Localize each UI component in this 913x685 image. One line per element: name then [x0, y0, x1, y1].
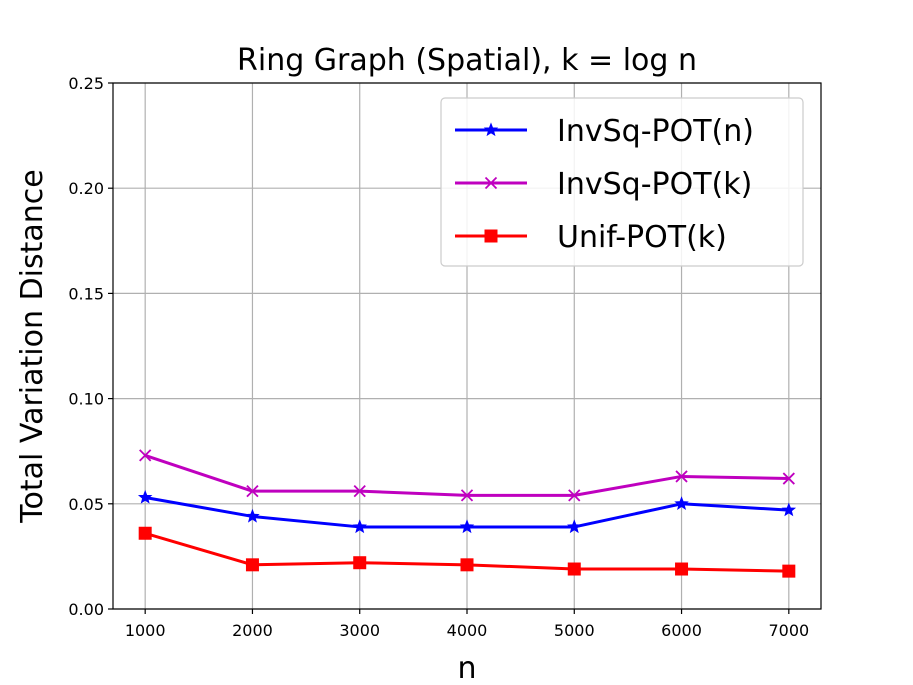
y-tick-label: 0.05	[68, 495, 104, 514]
y-axis-label: Total Variation Distance	[15, 169, 50, 523]
x-tick-label: 2000	[232, 621, 273, 640]
legend-label: InvSq-POT(n)	[557, 114, 754, 149]
x-tick-label: 3000	[339, 621, 380, 640]
legend-marker	[483, 122, 499, 137]
y-tick-label: 0.20	[68, 179, 104, 198]
x-tick-label: 5000	[554, 621, 595, 640]
data-point-marker	[781, 502, 797, 517]
data-point-marker	[245, 508, 260, 523]
legend-label: Unif-POT(k)	[557, 220, 727, 255]
data-point-marker	[138, 526, 152, 540]
data-point-marker	[568, 489, 581, 502]
data-point-marker	[246, 485, 259, 498]
x-tick-label: 7000	[768, 621, 809, 640]
legend-marker	[484, 176, 498, 190]
legend-entry: InvSq-POT(n)	[455, 114, 754, 149]
y-tick-label: 0.25	[68, 74, 104, 93]
legend-entry: InvSq-POT(k)	[455, 167, 752, 202]
series-InvSq-POT(n)	[137, 489, 797, 534]
y-tick-label: 0.15	[68, 284, 104, 303]
x-tick-label: 6000	[661, 621, 702, 640]
x-tick-label: 4000	[447, 621, 488, 640]
axes	[108, 82, 822, 614]
data-point-marker	[675, 562, 689, 576]
legend-marker	[484, 229, 498, 243]
data-point-marker	[460, 489, 474, 502]
data-point-marker	[782, 472, 795, 485]
data-point-marker	[782, 564, 796, 578]
data-point-marker	[352, 519, 367, 534]
data-point-marker	[674, 496, 689, 510]
data-point-marker	[567, 562, 581, 576]
series-InvSq-POT(k)	[139, 449, 795, 502]
data-point-marker	[245, 558, 259, 572]
x-axis-label: n	[457, 651, 476, 685]
data-point-marker	[139, 449, 152, 462]
x-tick-label: 1000	[125, 621, 166, 640]
tick-labels: 1000 2000 3000 4000 5000 6000 7000 0.00 0.05 0.10…	[68, 74, 809, 640]
data-point-marker	[459, 519, 475, 534]
legend-label: InvSq-POT(k)	[557, 167, 752, 202]
series-lines	[137, 449, 797, 578]
legend-box	[440, 97, 804, 267]
series-Unif-POT(k)	[138, 526, 796, 578]
y-tick-label: 0.00	[68, 600, 104, 619]
y-tick-label: 0.10	[68, 390, 104, 409]
data-point-marker	[460, 558, 474, 572]
chart-title: Ring Graph (Spatial), k = log n	[237, 43, 697, 78]
data-point-marker	[137, 489, 153, 504]
legend-entry: Unif-POT(k)	[455, 220, 727, 255]
data-point-marker	[675, 470, 688, 483]
data-point-marker	[567, 519, 582, 534]
data-point-marker	[353, 556, 367, 570]
legend: InvSq-POT(n) InvSq-POT(k) Unif-POT(k)	[440, 97, 804, 267]
data-point-marker	[353, 485, 366, 498]
